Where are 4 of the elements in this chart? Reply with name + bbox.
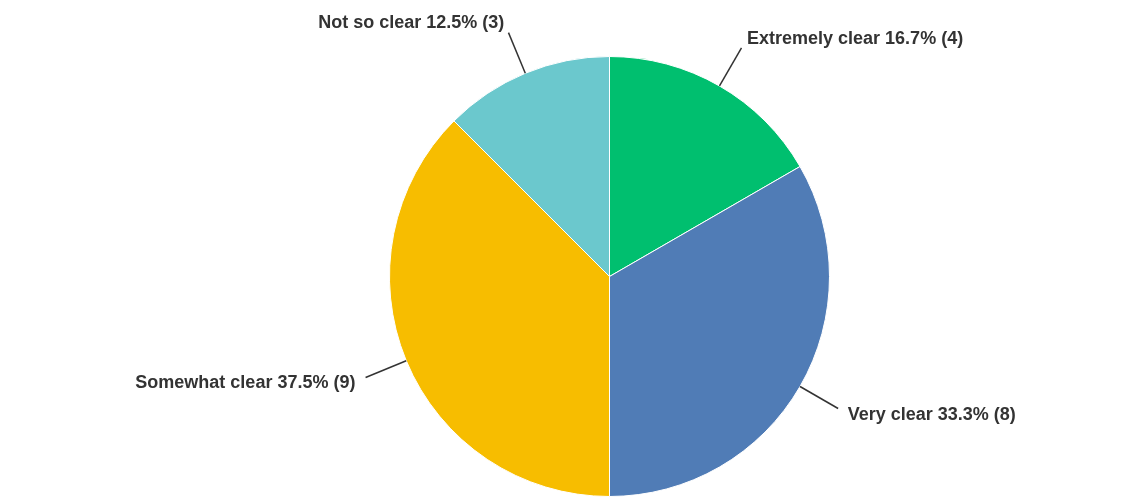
slice-label: Not so clear 12.5% (3) <box>318 12 505 33</box>
slice-label: Somewhat clear 37.5% (9) <box>135 371 356 392</box>
slice-label: Extremely clear 16.7% (4) <box>747 28 964 49</box>
slice-label: Very clear 33.3% (8) <box>847 404 1016 424</box>
